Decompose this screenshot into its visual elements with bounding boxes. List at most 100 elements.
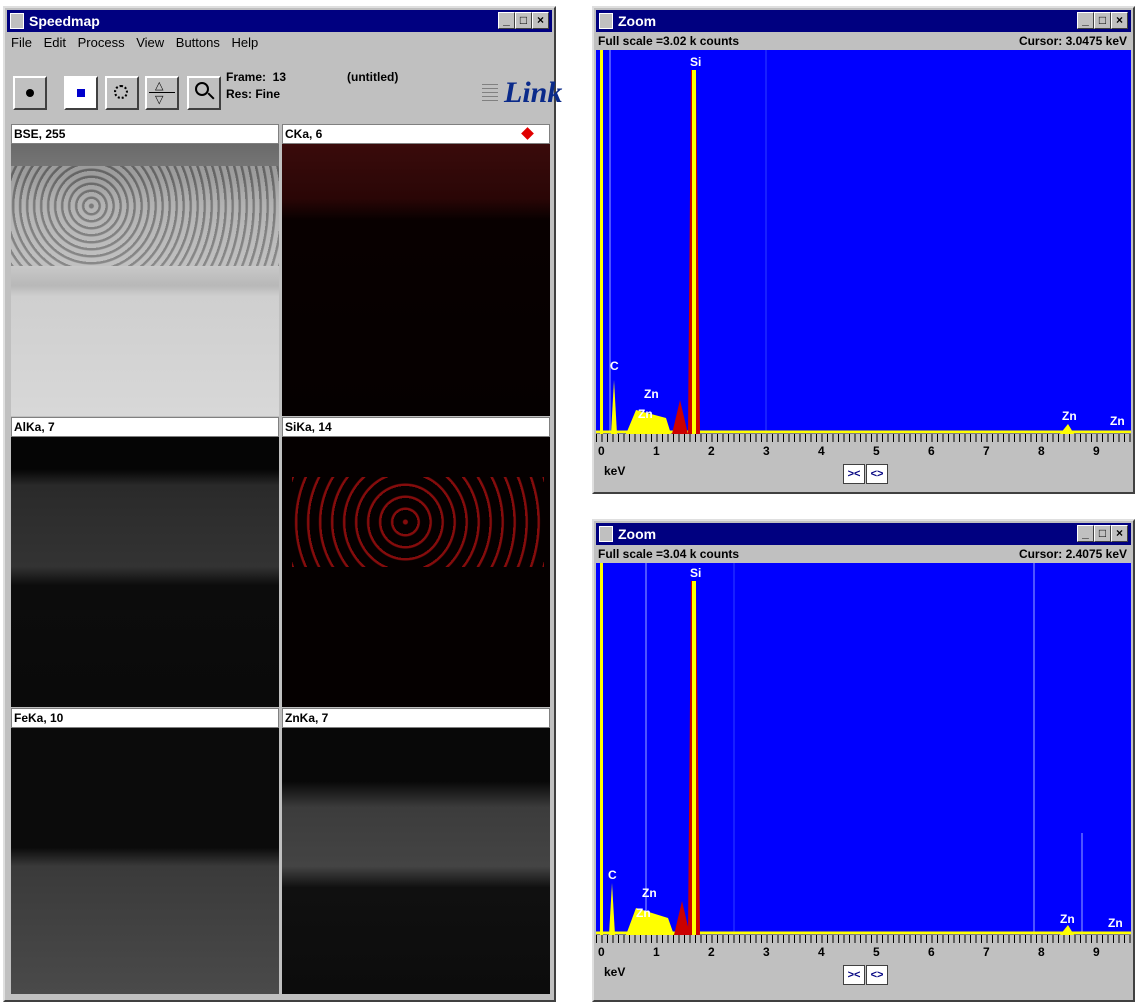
zn-k-peak [1060,925,1074,935]
minimize-button[interactable]: _ [1077,525,1094,542]
menu-view[interactable]: View [136,35,165,50]
sika-image [282,437,550,707]
spectrum-plot[interactable]: Si C Zn Zn Zn Zn [596,50,1131,434]
maximize-button[interactable]: □ [1094,525,1111,542]
c-peak [611,380,617,434]
axis-unit-label: keV [604,464,626,478]
menu-bar: File Edit Process View Buttons Help [9,32,264,54]
cursor-readout: Cursor: 3.0475 keV [1018,34,1127,48]
c-peak [609,883,615,935]
zoom-titlebar[interactable]: Zoom _ □ × [596,10,1131,32]
tick-label: 6 [928,444,935,458]
tick-label: 5 [873,945,880,959]
tick-label: 0 [598,945,605,959]
zero-peak [600,50,603,434]
minimize-button[interactable]: _ [1077,12,1094,29]
si-peak-yellow [692,581,696,935]
map-pane-alka[interactable]: AlKa, 7 [11,417,279,707]
map-pane-bse[interactable]: BSE, 255 [11,124,279,416]
magnifier-handle [207,92,215,100]
axis-ticks [596,935,1131,943]
map-pane-feka[interactable]: FeKa, 10 [11,708,279,994]
cka-image [282,144,550,416]
close-button[interactable]: × [532,12,549,29]
toolbar: △ ▽ Frame: 13 Res: Fine (untitled) Link [9,56,562,124]
menu-edit[interactable]: Edit [43,35,66,50]
bse-texture [11,166,279,266]
spectrum-plot[interactable]: Si C Zn Zn Zn Zn [596,563,1131,935]
maximize-button[interactable]: □ [515,12,532,29]
link-logo: Link [504,76,563,109]
zn-label: Zn [638,407,653,421]
brightness-button[interactable] [105,76,139,110]
area-tool-button[interactable] [64,76,98,110]
magnifier-icon [195,82,209,96]
speedmap-window: Speedmap _ □ × File Edit Process View Bu… [3,6,562,1002]
zoom-out-button[interactable]: <> [866,464,888,484]
menu-process[interactable]: Process [77,35,125,50]
zoom-out-button[interactable]: <> [866,965,888,985]
menu-buttons[interactable]: Buttons [175,35,220,50]
window-title: Zoom [618,13,657,29]
feka-image [11,728,279,994]
cursor-readout: Cursor: 2.4075 keV [1018,547,1127,561]
pane-label: ZnKa, 7 [282,708,550,728]
resolution-label: Res: Fine [226,87,281,101]
map-pane-znka[interactable]: ZnKa, 7 [282,708,550,994]
si-label: Si [690,566,701,580]
close-button[interactable]: × [1111,12,1128,29]
frame-label: Frame: 13 [226,70,287,84]
maximize-button[interactable]: □ [1094,12,1111,29]
zoom-in-button[interactable]: >< [843,464,865,484]
tick-label: 6 [928,945,935,959]
map-pane-cka[interactable]: CKa, 6 [282,124,550,416]
tick-label: 1 [653,444,660,458]
point-tool-button[interactable] [13,76,47,110]
tick-label: 7 [983,945,990,959]
bse-image [11,144,279,416]
menu-file[interactable]: File [11,35,32,50]
zoom-titlebar[interactable]: Zoom _ □ × [596,523,1131,545]
contrast-updown-button[interactable]: △ ▽ [145,76,179,110]
zero-peak [600,563,603,935]
square-icon [77,89,85,97]
speedmap-titlebar[interactable]: Speedmap _ □ × [7,10,552,32]
zn-label: Zn [636,906,651,920]
tick-label: 4 [818,444,825,458]
app-icon [599,526,613,542]
energy-axis: 0 1 2 3 4 5 6 7 8 9 keV >< <> [596,935,1131,991]
pane-label: CKa, 6 [282,124,550,144]
info-bar: Full scale =3.02 k counts Cursor: 3.0475… [596,32,1131,50]
tick-label: 3 [763,945,770,959]
axis-ticks [596,434,1131,442]
zoom-button[interactable] [187,76,221,110]
pane-label: SiKa, 14 [282,417,550,437]
up-arrow-icon: △ [155,80,164,92]
zoom-in-button[interactable]: >< [843,965,865,985]
zn-label: Zn [1110,414,1125,428]
tick-label: 2 [708,444,715,458]
tick-label: 8 [1038,444,1045,458]
zn-l-peak [626,908,674,935]
tick-label: 9 [1093,444,1100,458]
tick-label: 0 [598,444,605,458]
brightness-icon [114,85,128,99]
minimize-button[interactable]: _ [498,12,515,29]
si-label: Si [690,55,701,69]
zn-label: Zn [642,886,657,900]
app-icon [599,13,613,29]
close-button[interactable]: × [1111,525,1128,542]
info-bar: Full scale =3.04 k counts Cursor: 2.4075… [596,545,1131,563]
al-peak [674,901,690,935]
down-arrow-icon: ▽ [155,94,164,106]
pane-label: FeKa, 10 [11,708,279,728]
zn-label: Zn [644,387,659,401]
c-label: C [608,868,617,882]
zn-k-peak [1060,424,1074,434]
tick-label: 1 [653,945,660,959]
menu-help[interactable]: Help [231,35,259,50]
si-peak-yellow [692,70,696,434]
map-pane-sika[interactable]: SiKa, 14 [282,417,550,707]
tick-label: 8 [1038,945,1045,959]
tick-label: 4 [818,945,825,959]
